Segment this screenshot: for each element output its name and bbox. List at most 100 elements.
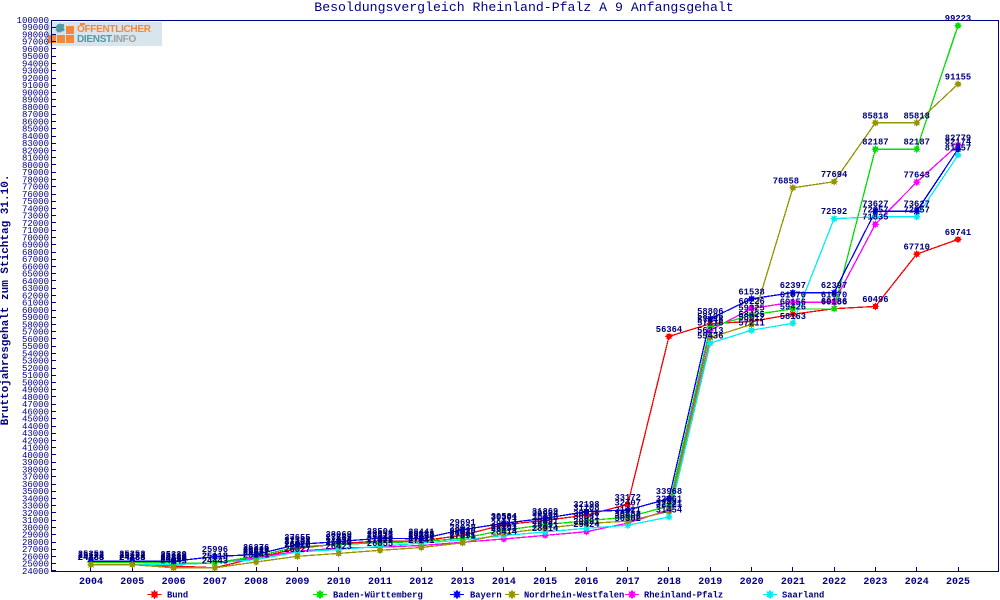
svg-text:2023: 2023 [863,577,887,588]
svg-text:58425: 58425 [738,310,764,320]
svg-text:92000: 92000 [22,74,49,84]
svg-text:25118: 25118 [202,551,228,561]
svg-text:85818: 85818 [903,111,929,121]
svg-text:89000: 89000 [22,96,49,106]
svg-text:82000: 82000 [22,146,49,156]
svg-text:25572: 25572 [243,548,269,558]
svg-text:24883: 24883 [160,553,186,563]
svg-text:25172: 25172 [119,551,145,561]
svg-text:27000: 27000 [22,545,49,555]
svg-text:64000: 64000 [22,277,49,287]
svg-text:2024: 2024 [905,577,929,588]
svg-text:27891: 27891 [449,531,475,541]
svg-text:24443: 24443 [202,556,228,566]
svg-text:2019: 2019 [698,577,722,588]
svg-text:80000: 80000 [22,161,49,171]
svg-text:26276: 26276 [243,543,269,553]
svg-text:26727: 26727 [284,540,310,550]
svg-text:27517: 27517 [408,534,434,544]
svg-text:45000: 45000 [22,415,49,425]
svg-text:38000: 38000 [22,465,49,475]
svg-text:69000: 69000 [22,241,49,251]
svg-text:30391: 30391 [491,513,517,523]
svg-text:67710: 67710 [903,243,929,253]
svg-text:31421: 31421 [614,506,640,516]
svg-text:76000: 76000 [22,190,49,200]
svg-text:25352: 25352 [119,550,145,560]
svg-text:29191: 29191 [491,522,517,532]
svg-text:27639: 27639 [325,533,351,543]
svg-text:33968: 33968 [656,487,682,497]
svg-text:26000: 26000 [22,552,49,562]
svg-text:2017: 2017 [616,577,640,588]
svg-text:28069: 28069 [325,530,351,540]
svg-text:2006: 2006 [162,577,186,588]
svg-text:85818: 85818 [862,111,888,121]
svg-text:2012: 2012 [409,577,433,588]
svg-text:33000: 33000 [22,502,49,512]
svg-text:33172: 33172 [614,493,640,503]
svg-text:27108: 27108 [284,537,310,547]
svg-text:2022: 2022 [822,577,846,588]
svg-text:2018: 2018 [657,577,681,588]
svg-text:60156: 60156 [780,297,806,307]
svg-text:61070: 61070 [821,291,847,301]
svg-text:24883: 24883 [119,553,145,563]
svg-text:2025: 2025 [946,577,970,588]
svg-text:28893: 28893 [491,524,517,534]
svg-text:40000: 40000 [22,451,49,461]
svg-text:67000: 67000 [22,255,49,265]
svg-text:32221: 32221 [656,500,682,510]
svg-text:25118: 25118 [160,551,186,561]
svg-text:24000: 24000 [22,567,49,577]
svg-text:53000: 53000 [22,357,49,367]
svg-text:62397: 62397 [821,281,847,291]
svg-text:43000: 43000 [22,429,49,439]
svg-text:28138: 28138 [408,530,434,540]
svg-text:26027: 26027 [284,545,310,555]
svg-text:71835: 71835 [862,213,888,223]
svg-text:94000: 94000 [22,59,49,69]
svg-text:29614: 29614 [491,519,518,529]
svg-text:32961: 32961 [656,495,682,505]
svg-text:32407: 32407 [614,499,640,509]
svg-text:24883: 24883 [78,553,104,563]
svg-text:59426: 59426 [780,303,806,313]
svg-text:57000: 57000 [22,328,49,338]
svg-text:47000: 47000 [22,400,49,410]
svg-text:34000: 34000 [22,494,49,504]
svg-text:98000: 98000 [22,30,49,40]
svg-text:61070: 61070 [780,291,806,301]
svg-text:29391: 29391 [532,520,558,530]
svg-text:25118: 25118 [202,551,228,561]
svg-text:72592: 72592 [821,207,847,217]
svg-text:95000: 95000 [22,52,49,62]
svg-text:26423: 26423 [325,542,351,552]
svg-text:24443: 24443 [160,556,186,566]
svg-text:54000: 54000 [22,349,49,359]
svg-text:58106: 58106 [697,312,723,322]
svg-text:61000: 61000 [22,299,49,309]
svg-text:24883: 24883 [78,553,104,563]
svg-text:2016: 2016 [574,577,598,588]
svg-text:30584: 30584 [491,512,518,522]
svg-text:59325: 59325 [738,303,764,313]
svg-text:31708: 31708 [573,504,599,514]
svg-text:2005: 2005 [120,577,144,588]
svg-text:24443: 24443 [202,556,228,566]
svg-text:24883: 24883 [119,553,145,563]
svg-text:2013: 2013 [451,577,475,588]
svg-text:2008: 2008 [244,577,268,588]
svg-text:88000: 88000 [22,103,49,113]
svg-text:37000: 37000 [22,473,49,483]
svg-text:55000: 55000 [22,342,49,352]
svg-text:29891: 29891 [532,517,558,527]
svg-text:57211: 57211 [738,319,764,329]
svg-text:58012: 58012 [738,313,764,323]
svg-text:100000: 100000 [17,16,49,26]
svg-text:28272: 28272 [449,529,475,539]
svg-text:57646: 57646 [697,316,723,326]
svg-text:29691: 29691 [449,518,475,528]
svg-text:2020: 2020 [740,577,764,588]
svg-text:27911: 27911 [367,531,393,541]
